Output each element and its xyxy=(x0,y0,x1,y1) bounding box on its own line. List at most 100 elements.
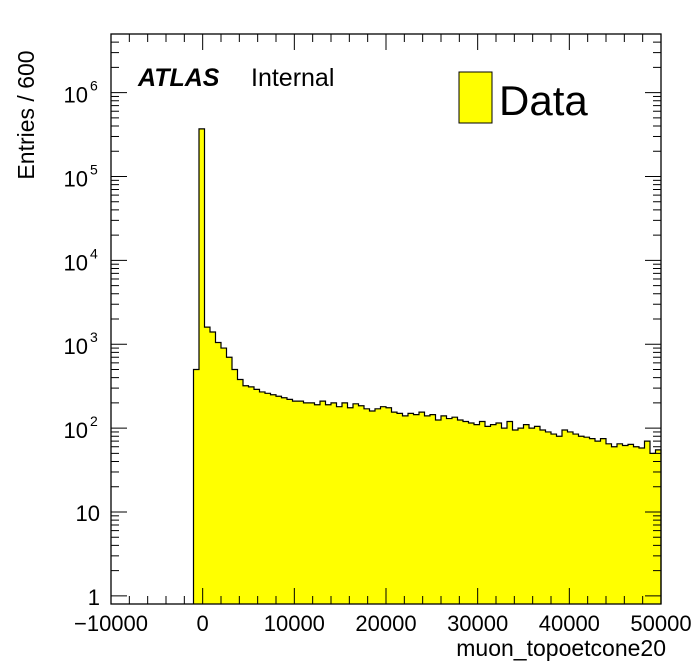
histogram-bin xyxy=(204,327,210,604)
histogram-bin xyxy=(507,421,513,604)
y-tick-label: 10 xyxy=(76,501,100,526)
x-tick-label: 30000 xyxy=(447,611,508,636)
histogram-bin xyxy=(655,449,661,604)
y-tick-label-base: 10 xyxy=(76,501,100,526)
histogram-bin xyxy=(331,402,337,604)
y-tick-label-base: 10 xyxy=(64,334,88,359)
histogram-bin xyxy=(644,441,650,604)
histogram-bin xyxy=(237,379,243,604)
histogram-bin xyxy=(545,431,551,604)
legend: Data xyxy=(458,71,588,124)
histogram-outline xyxy=(192,128,662,604)
histogram-bin xyxy=(215,342,221,604)
histogram-bin xyxy=(309,402,315,604)
histogram-bin xyxy=(490,424,496,604)
histogram-bin xyxy=(474,424,480,604)
histogram-bars xyxy=(192,128,662,604)
histogram-bin xyxy=(589,438,595,604)
y-tick-label-exponent: 5 xyxy=(90,162,98,178)
histogram-bin xyxy=(402,415,408,604)
histogram-bin xyxy=(430,414,436,604)
histogram-bin xyxy=(353,403,359,604)
histogram-bin xyxy=(270,394,276,604)
y-tick-label-base: 10 xyxy=(64,250,88,275)
legend-label-data: Data xyxy=(499,77,588,124)
histogram-bin xyxy=(424,415,430,604)
histogram-bin xyxy=(303,402,309,604)
histogram-bin xyxy=(265,393,271,604)
histogram-bin xyxy=(452,417,458,604)
histogram-bin xyxy=(364,408,370,604)
x-tick-label: 40000 xyxy=(539,611,600,636)
legend-swatch-data xyxy=(458,71,493,124)
histogram-bin xyxy=(391,412,397,604)
y-tick-label: 1 xyxy=(88,585,100,610)
histogram-bin xyxy=(386,407,392,604)
histogram-bin xyxy=(584,437,590,604)
histogram-bin xyxy=(413,414,419,604)
histogram-bin xyxy=(232,369,238,604)
histogram-bin xyxy=(287,399,293,604)
histogram-bin xyxy=(600,438,606,604)
y-tick-label-base: 1 xyxy=(88,585,100,610)
histogram-bin xyxy=(325,404,331,604)
histogram-bin xyxy=(639,447,645,604)
histogram-bin xyxy=(463,421,469,604)
histogram-bin xyxy=(210,331,216,604)
y-tick-label: 10 5 xyxy=(64,162,98,192)
histogram-bin xyxy=(457,419,463,604)
histogram-bin xyxy=(529,428,535,604)
y-tick-label-exponent: 2 xyxy=(90,413,98,429)
x-tick-label: −10000 xyxy=(74,611,148,636)
histogram-bin xyxy=(617,443,623,604)
histogram-bin xyxy=(248,386,254,604)
y-tick-label: 10 4 xyxy=(64,245,98,275)
histogram-bin xyxy=(358,405,364,604)
x-axis-title: muon_topoetcone20 xyxy=(456,635,666,661)
y-tick-label-exponent: 4 xyxy=(90,245,98,261)
histogram-bin xyxy=(540,429,546,604)
histogram-bin xyxy=(419,412,425,604)
histogram-bin xyxy=(193,369,199,604)
histogram-bin xyxy=(523,424,529,604)
histogram-bin xyxy=(567,431,573,604)
y-tick-label: 10 6 xyxy=(64,78,98,108)
histogram-bin xyxy=(347,407,353,604)
x-tick-label: 20000 xyxy=(355,611,416,636)
x-tick-label: 0 xyxy=(197,611,209,636)
histogram-bin xyxy=(534,426,540,604)
histogram-bin xyxy=(562,429,568,604)
histogram-bin xyxy=(441,415,447,604)
histogram-bin xyxy=(622,445,628,604)
histogram-bin xyxy=(628,444,634,604)
y-tick-label-base: 10 xyxy=(64,167,88,192)
x-axis: −10000 0 10000 20000 30000 40000 50000 xyxy=(74,34,692,636)
histogram-bin xyxy=(578,436,584,604)
histogram-bin xyxy=(375,408,381,604)
histogram-bin xyxy=(369,411,375,604)
histogram-bin xyxy=(479,421,485,604)
atlas-status-label: Internal xyxy=(251,64,334,92)
histogram-bin xyxy=(380,406,386,604)
x-tick-label: 50000 xyxy=(630,611,691,636)
histogram-bin xyxy=(314,404,320,604)
histogram-bin xyxy=(512,429,518,604)
histogram-bin xyxy=(551,434,557,604)
histogram-bin xyxy=(485,426,491,604)
histogram-bin xyxy=(468,423,474,604)
histogram-bin xyxy=(496,423,502,604)
histogram-bin xyxy=(408,413,414,604)
histogram-bin xyxy=(446,418,452,604)
histogram-bin xyxy=(254,389,260,604)
histogram-bin xyxy=(501,428,507,604)
x-tick-label: 10000 xyxy=(264,611,325,636)
histogram-bin xyxy=(397,413,403,604)
histogram-bin xyxy=(606,443,612,604)
y-tick-label: 10 3 xyxy=(64,329,98,359)
y-tick-label-base: 10 xyxy=(64,418,88,443)
histogram-bin xyxy=(518,428,524,604)
histogram-bin xyxy=(276,396,282,604)
histogram-bin xyxy=(298,401,304,604)
